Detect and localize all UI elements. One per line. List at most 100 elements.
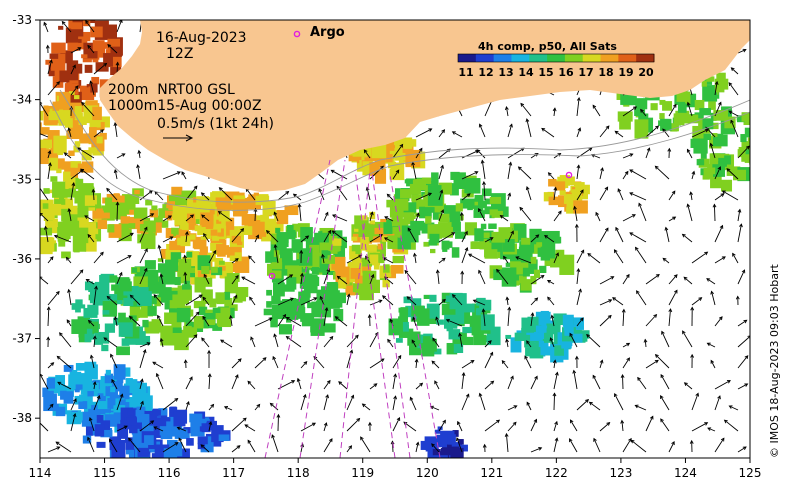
sst-cell [42, 387, 50, 398]
current-vector [452, 294, 463, 306]
current-vector [383, 257, 394, 264]
current-vector [478, 270, 486, 285]
current-vector [728, 110, 739, 117]
current-vector [576, 268, 580, 285]
current-vector [47, 446, 60, 453]
current-vector [660, 374, 670, 390]
sst-cell [738, 146, 744, 154]
sst-cell [158, 408, 168, 416]
sst-cell [476, 308, 484, 313]
current-vector [47, 150, 51, 159]
current-vector [668, 290, 678, 306]
current-vector [593, 438, 601, 453]
current-vector [254, 404, 260, 411]
sst-cell [58, 25, 64, 30]
sst-cell [441, 241, 453, 248]
current-vector [622, 171, 629, 180]
current-vector-head [91, 188, 96, 193]
sst-cell [75, 384, 83, 390]
current-vector [518, 166, 532, 180]
sst-cell [520, 246, 533, 263]
sst-cell [266, 301, 272, 308]
current-vector-head [113, 169, 118, 174]
sst-cell [501, 267, 517, 287]
current-vector-head [174, 397, 179, 402]
sst-cell [383, 222, 393, 235]
current-vector [300, 361, 308, 369]
current-vector [599, 186, 608, 201]
current-vector [66, 257, 72, 264]
current-vector [184, 272, 187, 285]
current-vector-head [212, 249, 217, 254]
current-vector [286, 317, 302, 327]
current-vector [70, 169, 84, 180]
current-vector [93, 286, 97, 306]
sst-cell [400, 307, 409, 315]
sst-cell [215, 292, 225, 304]
current-vector [81, 102, 95, 117]
current-vector-head [129, 232, 134, 237]
sst-cell [616, 93, 622, 100]
current-vector-head [210, 403, 215, 408]
current-vector-head [57, 381, 62, 386]
current-vector [714, 81, 718, 96]
sst-cell [379, 268, 388, 279]
current-vector [47, 163, 51, 180]
land-australia [40, 20, 750, 192]
current-vector [47, 307, 50, 327]
current-vector-head [72, 64, 76, 69]
current-vector-head [71, 182, 76, 187]
current-vector [714, 225, 723, 243]
date-label: 16-Aug-2023 [156, 30, 247, 46]
sst-cell [431, 172, 439, 182]
sst-cell [521, 237, 531, 245]
sst-cell [43, 188, 50, 194]
sst-cell [65, 214, 78, 224]
sst-cell [85, 426, 93, 436]
sst-cell [176, 307, 191, 323]
current-vector [277, 297, 294, 306]
current-vector-head [636, 290, 640, 295]
current-vector [300, 394, 306, 411]
current-vector-head [384, 276, 389, 281]
sst-cell [432, 449, 441, 456]
current-vector-head [439, 189, 444, 194]
current-vector-head [533, 418, 538, 423]
current-vector-head [67, 207, 72, 213]
current-vector [114, 122, 118, 138]
current-vector-head [350, 394, 355, 399]
current-vector-head [432, 337, 436, 342]
current-vector-head [604, 227, 609, 232]
current-vector-head [435, 316, 439, 321]
current-vector-head [174, 442, 179, 446]
current-vector-head [744, 355, 749, 360]
current-vector-head [159, 273, 164, 278]
sst-cell [88, 282, 99, 292]
sst-cell [422, 338, 437, 352]
sst-cell [338, 277, 347, 289]
current-vector-head [234, 258, 239, 262]
current-vector [476, 149, 486, 159]
current-vector [553, 393, 555, 411]
current-vector-head [468, 253, 473, 258]
current-vector [635, 247, 647, 264]
current-vector [722, 190, 739, 201]
current-vector-head [741, 269, 746, 274]
current-vector [505, 106, 509, 117]
sst-cell [464, 183, 476, 194]
current-vector [438, 420, 446, 432]
current-vector-head [119, 393, 124, 398]
sst-cell [527, 244, 542, 254]
sst-cell [311, 285, 318, 293]
sst-cell [133, 207, 148, 219]
current-vector [461, 193, 471, 201]
current-vector-head [55, 441, 60, 446]
current-vector-head [418, 147, 423, 152]
current-vector-head [85, 279, 90, 283]
current-vector-head [178, 437, 183, 442]
sst-cell [530, 256, 537, 264]
sst-cell [227, 204, 235, 210]
sst-cell [450, 183, 459, 196]
sst-cell [436, 319, 444, 325]
